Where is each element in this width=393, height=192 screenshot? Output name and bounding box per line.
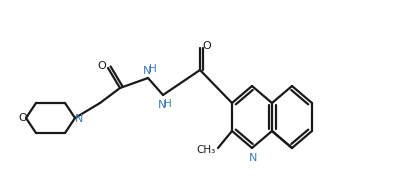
Text: O: O [97,61,107,71]
Text: H: H [164,99,172,109]
Text: O: O [18,113,28,123]
Text: N: N [75,114,83,124]
Text: N: N [143,66,151,76]
Text: N: N [158,100,166,110]
Text: CH₃: CH₃ [196,145,216,155]
Text: H: H [149,64,157,74]
Text: N: N [249,153,257,163]
Text: O: O [203,41,211,51]
